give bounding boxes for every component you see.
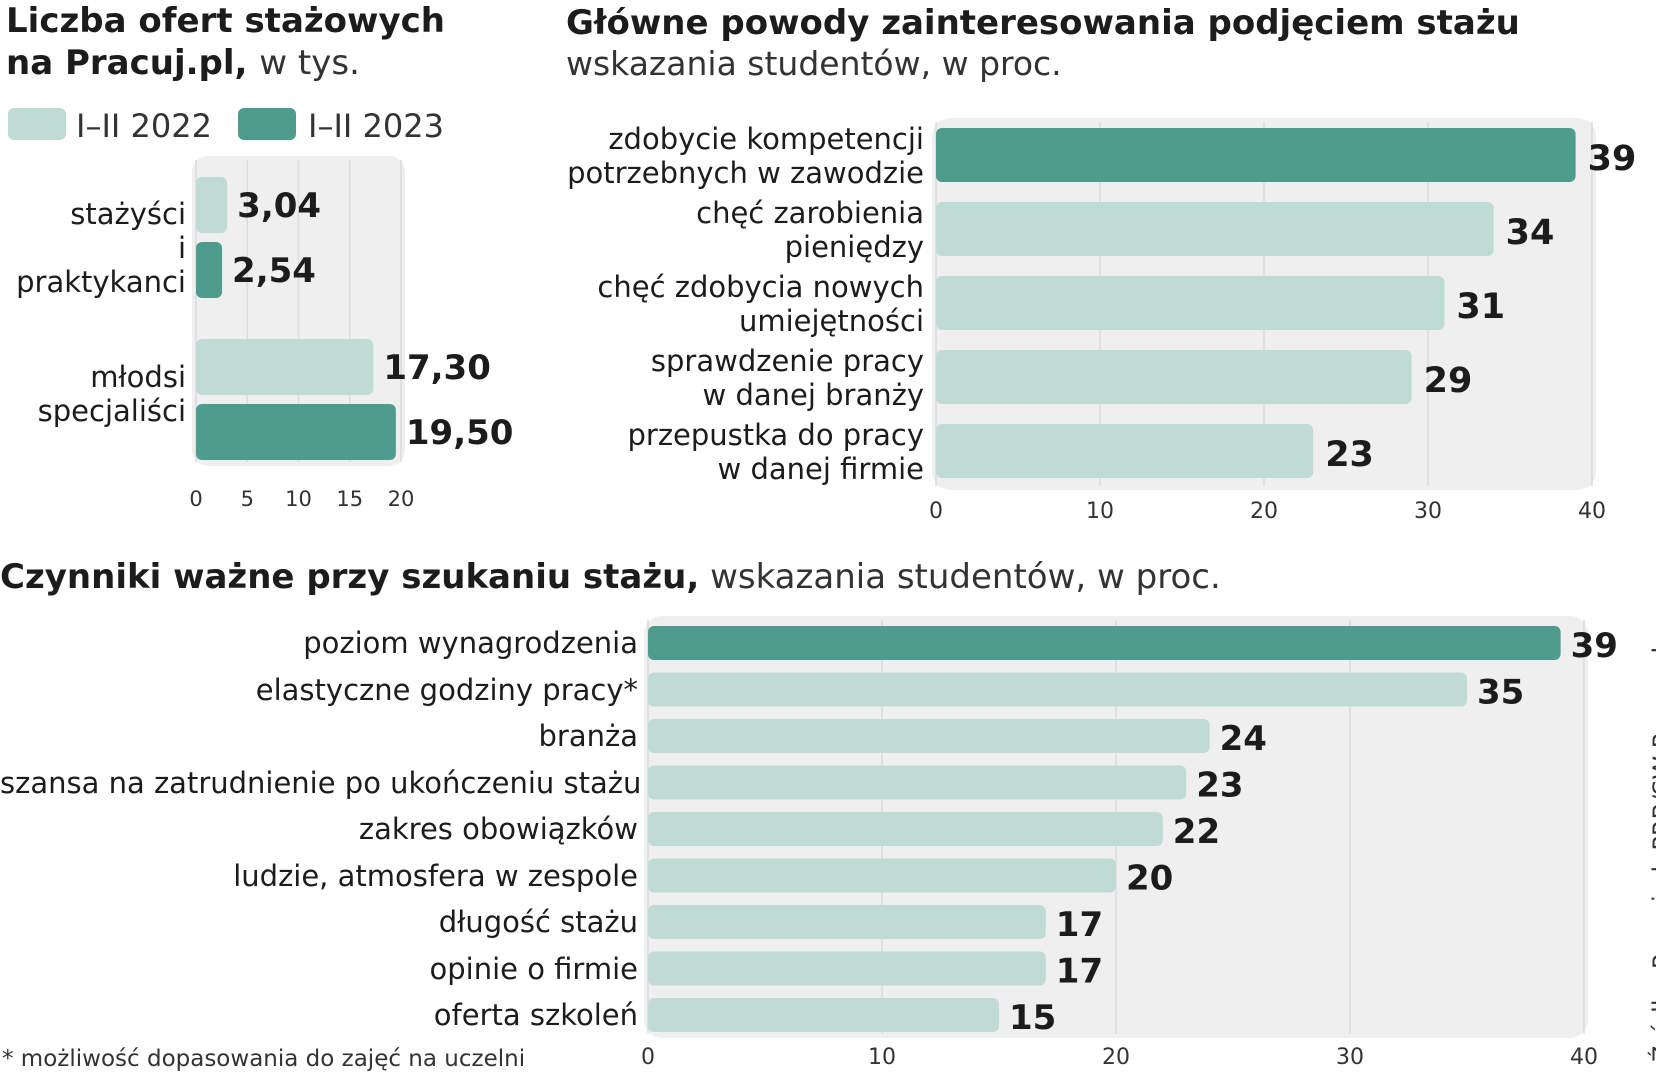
chart1-value-label: 2,54 — [232, 251, 316, 291]
chart3-bar — [648, 998, 999, 1032]
chart2-category-label-line2: umiejętności — [738, 304, 924, 338]
chart1-tick-label: 10 — [285, 487, 312, 511]
chart1-bar — [196, 404, 396, 460]
chart2-category-label: chęć zarobienia pieniędzy — [540, 196, 924, 264]
chart2-tick-label: 20 — [1250, 499, 1278, 524]
chart1-bar — [196, 177, 228, 233]
chart2-category-label-line2: pieniędzy — [784, 230, 924, 264]
chart3-value-label: 20 — [1126, 859, 1173, 899]
legend-label-2022: I–II 2022 — [76, 107, 212, 145]
chart1-group-label: stażyści i praktykanci — [0, 197, 186, 299]
chart1-group-label: młodsi specjaliści — [0, 360, 186, 428]
chart3-category-label: branża — [538, 719, 638, 753]
chart3-category-label: zakres obowiązków — [358, 812, 638, 846]
chart2-tick-label: 10 — [1086, 499, 1114, 524]
chart2-category-label-line1: przepustka do pracy — [627, 418, 924, 452]
chart2-value-label: 39 — [1588, 139, 1637, 179]
chart3-bar — [648, 765, 1187, 800]
chart2-bar — [936, 350, 1412, 404]
chart2-category-label-line2: w danej branży — [702, 378, 924, 412]
chart2-value-label: 34 — [1506, 213, 1555, 253]
chart3-tick-label: 0 — [641, 1045, 655, 1070]
chart1-group2-line2: specjaliści — [37, 394, 186, 428]
chart2-category-label: przepustka do pracy w danej firmie — [540, 418, 924, 486]
chart2-bar — [936, 424, 1314, 478]
chart1-tick-label: 0 — [189, 487, 202, 511]
chart3-value-label: 39 — [1571, 626, 1618, 666]
chart1-title-bold: na Pracuj.pl, — [6, 43, 248, 83]
chart2-tick-label: 40 — [1578, 499, 1606, 524]
chart2-category-label: chęć zdobycia nowych umiejętności — [540, 270, 924, 338]
chart1-group1-line2: i praktykanci — [16, 231, 186, 299]
legend-swatch-2023 — [238, 108, 296, 140]
chart1-group2-line1: młodsi — [90, 360, 186, 394]
chart2-category-label-line2: potrzebnych w zawodzie — [567, 156, 924, 190]
chart1-group1-line1: stażyści — [70, 197, 186, 231]
chart2-tick-label: 0 — [929, 499, 943, 524]
chart1-title-line2: na Pracuj.pl, w tys. — [6, 42, 526, 84]
footnote: * możliwość dopasowania do zajęć na ucze… — [2, 1046, 526, 1072]
chart3-title-bold: Czynniki ważne przy szukaniu stażu, — [0, 557, 700, 597]
chart3-value-label: 23 — [1196, 766, 1243, 806]
legend-label-2023: I–II 2023 — [308, 107, 444, 145]
chart3-bar — [648, 951, 1046, 986]
chart3-category-label: długość stażu — [438, 905, 638, 939]
chart2-title: Główne powody zainteresowania podjęciem … — [566, 3, 1520, 43]
chart2-value-label: 23 — [1325, 435, 1374, 475]
source-note: Źródło: Pracuj.pl, PRB/SW Research — [1648, 638, 1656, 1062]
chart3-title: Czynniki ważne przy szukaniu stażu, wska… — [0, 556, 1221, 598]
chart2-subtitle: wskazania studentów, w proc. — [566, 44, 1062, 83]
chart2-bar — [936, 202, 1494, 256]
chart3-tick-label: 30 — [1336, 1045, 1364, 1070]
chart3-subtitle: wskazania studentów, w proc. — [710, 557, 1221, 597]
chart3-value-label: 22 — [1173, 812, 1220, 852]
chart3-bar — [648, 719, 1210, 753]
chart3-category-label: ludzie, atmosfera w zespole — [233, 858, 638, 893]
chart3-value-label: 15 — [1009, 998, 1056, 1038]
chart3-bar — [648, 905, 1046, 939]
chart1-tick-label: 5 — [241, 487, 254, 511]
chart2-category-label-line1: sprawdzenie pracy — [650, 344, 924, 378]
chart2-category-label: zdobycie kompetencji potrzebnych w zawodz… — [540, 122, 924, 190]
chart3-category-label: oferta szkoleń — [433, 998, 638, 1032]
chart3-bar — [648, 812, 1163, 846]
chart2-bar — [936, 128, 1576, 182]
chart3-tick-label: 20 — [1102, 1045, 1130, 1070]
chart1-value-label: 17,30 — [383, 348, 491, 388]
chart3-value-label: 35 — [1477, 673, 1524, 713]
chart2-category-label-line1: chęć zdobycia nowych — [597, 270, 924, 304]
chart2-value-label: 31 — [1456, 287, 1505, 327]
chart1-title-line1: Liczba ofert stażowych — [6, 1, 445, 41]
chart3-bar — [648, 858, 1116, 893]
chart3-value-label: 17 — [1056, 952, 1103, 992]
chart3-bar — [648, 626, 1561, 660]
chart1-tick-label: 20 — [388, 487, 415, 511]
legend-swatch-2022 — [8, 108, 66, 140]
chart1-bar — [196, 339, 374, 395]
chart3-category-label: elastyczne godziny pracy* — [255, 672, 638, 707]
chart2-tick-label: 30 — [1414, 499, 1442, 524]
chart1-title-unit: w tys. — [259, 43, 360, 83]
chart3-category-label: opinie o firmie — [429, 951, 639, 986]
chart2-category-label-line2: w danej firmie — [717, 452, 924, 486]
chart1-value-label: 3,04 — [237, 186, 321, 226]
chart3-value-label: 24 — [1220, 719, 1267, 759]
chart3-tick-label: 40 — [1570, 1045, 1598, 1070]
chart2-category-label-line1: zdobycie kompetencji — [608, 122, 924, 156]
chart1-title: Liczba ofert stażowych na Pracuj.pl, w t… — [6, 0, 526, 84]
chart1-value-label: 19,50 — [406, 413, 514, 453]
chart2-category-label: sprawdzenie pracy w danej branży — [540, 344, 924, 412]
chart3-bar — [648, 672, 1467, 707]
chart1-tick-label: 15 — [336, 487, 363, 511]
chart3-tick-label: 10 — [868, 1045, 896, 1070]
chart3-category-label: szansa na zatrudnienie po ukończeniu sta… — [0, 765, 642, 800]
chart2-category-label-line1: chęć zarobienia — [696, 196, 924, 230]
chart1-bar — [196, 242, 223, 298]
chart2-value-label: 29 — [1424, 361, 1473, 401]
chart3-category-label: poziom wynagrodzenia — [303, 626, 638, 660]
chart3-value-label: 17 — [1056, 905, 1103, 945]
chart2-bar — [936, 276, 1445, 330]
